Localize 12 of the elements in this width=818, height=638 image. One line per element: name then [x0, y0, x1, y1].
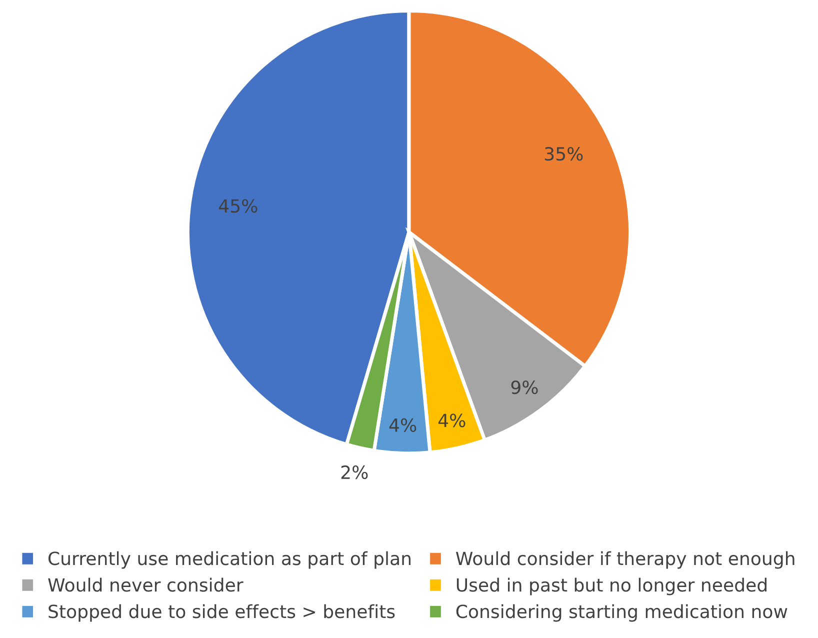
data-label: 4% — [389, 418, 416, 432]
legend-label: Currently use medication as part of plan — [48, 551, 410, 569]
legend-label: Would consider if therapy not enough — [456, 551, 794, 569]
data-label: 4% — [438, 414, 466, 428]
legend-label: Considering starting medication now — [456, 604, 788, 622]
legend-label: Stopped due to side effects > benefits — [48, 604, 395, 622]
data-label: 2% — [341, 465, 368, 480]
data-label: 35% — [544, 147, 583, 161]
data-label: 9% — [511, 380, 538, 394]
legend-label: Would never consider — [48, 578, 244, 592]
data-label: 45% — [218, 199, 258, 213]
legend-label: Used in past but no longer needed — [456, 578, 766, 596]
